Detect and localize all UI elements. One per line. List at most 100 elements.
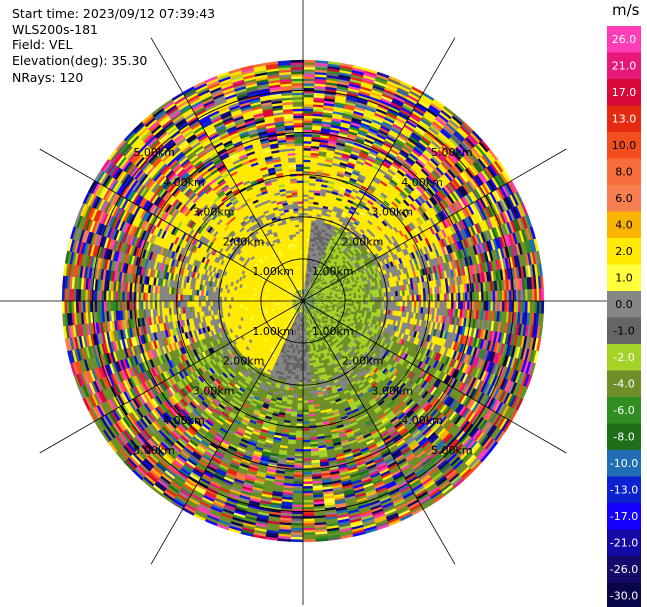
velocity-gate bbox=[331, 164, 340, 170]
velocity-gate bbox=[303, 240, 307, 244]
velocity-gate bbox=[303, 247, 306, 251]
velocity-gate bbox=[384, 217, 392, 224]
velocity-gate bbox=[303, 66, 317, 70]
velocity-gate bbox=[349, 218, 356, 224]
velocity-gate bbox=[385, 224, 392, 232]
velocity-gate bbox=[339, 65, 354, 71]
velocity-gate bbox=[352, 201, 360, 207]
velocity-gate bbox=[380, 164, 390, 172]
velocity-gate bbox=[309, 292, 312, 295]
velocity-gate bbox=[404, 122, 417, 131]
velocity-gate bbox=[403, 160, 414, 169]
velocity-gate bbox=[385, 137, 396, 145]
velocity-gate bbox=[303, 71, 316, 75]
velocity-gate bbox=[430, 122, 443, 133]
velocity-gate bbox=[401, 128, 413, 137]
velocity-gate bbox=[368, 233, 375, 240]
velocity-gate bbox=[371, 89, 384, 96]
velocity-gate bbox=[306, 261, 310, 265]
velocity-gate bbox=[327, 142, 337, 148]
velocity-gate bbox=[431, 100, 445, 111]
velocity-gate bbox=[444, 172, 454, 183]
velocity-gate bbox=[353, 248, 359, 254]
velocity-gate bbox=[307, 205, 314, 209]
velocity-gate bbox=[328, 202, 335, 207]
velocity-gate bbox=[434, 168, 444, 178]
velocity-gate bbox=[409, 152, 419, 162]
velocity-gate bbox=[413, 162, 424, 171]
velocity-gate bbox=[376, 239, 383, 246]
velocity-gate bbox=[468, 150, 479, 162]
velocity-gate bbox=[438, 163, 449, 173]
velocity-gate bbox=[332, 158, 342, 163]
velocity-gate bbox=[328, 180, 336, 185]
velocity-gate bbox=[429, 197, 437, 207]
velocity-gate bbox=[318, 285, 322, 288]
velocity-gate bbox=[372, 203, 380, 210]
velocity-gate bbox=[303, 103, 315, 107]
velocity-gate bbox=[392, 160, 402, 169]
velocity-gate bbox=[369, 195, 378, 202]
velocity-gate bbox=[381, 123, 393, 131]
velocity-gate bbox=[418, 98, 432, 108]
velocity-gate bbox=[303, 73, 316, 77]
velocity-gate bbox=[348, 197, 356, 203]
velocity-gate bbox=[303, 198, 309, 202]
velocity-gate bbox=[421, 192, 430, 201]
velocity-gate bbox=[363, 238, 369, 244]
velocity-gate bbox=[373, 176, 382, 183]
velocity-gate bbox=[350, 225, 357, 230]
velocity-gate bbox=[345, 224, 352, 230]
velocity-gate bbox=[426, 108, 439, 118]
velocity-gate bbox=[308, 199, 315, 202]
velocity-gate bbox=[432, 138, 444, 149]
velocity-gate bbox=[309, 289, 312, 292]
velocity-gate bbox=[313, 283, 316, 287]
velocity-gate bbox=[309, 255, 313, 258]
velocity-gate bbox=[345, 246, 350, 252]
velocity-gate bbox=[541, 288, 545, 303]
velocity-gate bbox=[430, 158, 440, 168]
velocity-gate bbox=[309, 292, 312, 295]
velocity-gate bbox=[461, 171, 471, 182]
velocity-gate bbox=[347, 162, 356, 168]
velocity-gate bbox=[388, 214, 395, 221]
velocity-gate bbox=[344, 205, 351, 211]
velocity-gate bbox=[312, 127, 322, 131]
velocity-gate bbox=[338, 205, 345, 211]
velocity-gate bbox=[303, 127, 313, 130]
velocity-gate bbox=[303, 83, 316, 86]
velocity-gate bbox=[330, 169, 339, 174]
velocity-gate bbox=[355, 135, 367, 142]
velocity-gate bbox=[371, 87, 385, 94]
velocity-gate bbox=[305, 247, 309, 251]
velocity-gate bbox=[341, 119, 352, 125]
velocity-gate bbox=[360, 220, 367, 226]
velocity-gate bbox=[442, 160, 452, 170]
velocity-gate bbox=[327, 185, 335, 190]
velocity-gate bbox=[307, 208, 314, 212]
velocity-gate bbox=[389, 202, 397, 210]
velocity-gate bbox=[344, 234, 350, 240]
velocity-gate bbox=[303, 189, 310, 193]
velocity-gate bbox=[325, 81, 339, 87]
velocity-gate bbox=[428, 144, 439, 154]
velocity-gate bbox=[313, 272, 316, 276]
velocity-gate bbox=[303, 263, 306, 267]
velocity-gate bbox=[308, 187, 316, 191]
velocity-gate bbox=[396, 136, 408, 145]
velocity-gate bbox=[310, 155, 319, 159]
velocity-gate bbox=[311, 220, 317, 224]
velocity-gate bbox=[414, 187, 423, 197]
velocity-gate bbox=[342, 112, 354, 118]
velocity-gate bbox=[402, 162, 412, 171]
velocity-gate bbox=[357, 191, 365, 197]
velocity-gate bbox=[396, 115, 409, 123]
velocity-gate bbox=[416, 124, 428, 133]
velocity-gate bbox=[351, 301, 355, 304]
velocity-gate bbox=[386, 196, 394, 204]
velocity-gate bbox=[376, 108, 388, 116]
velocity-gate bbox=[368, 240, 374, 246]
velocity-gate bbox=[309, 238, 314, 242]
velocity-gate bbox=[304, 277, 306, 281]
